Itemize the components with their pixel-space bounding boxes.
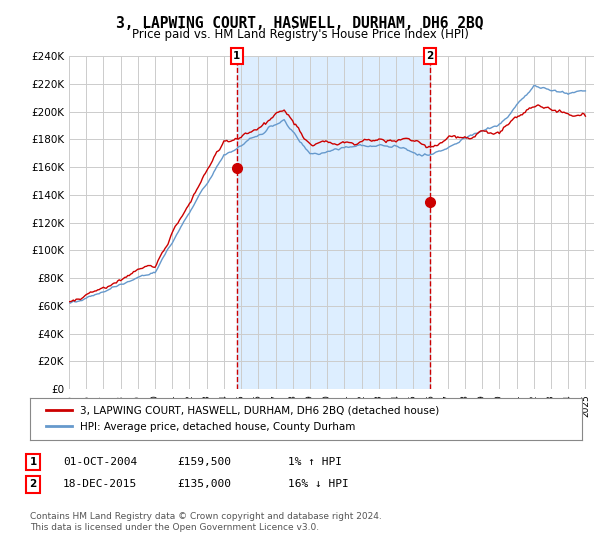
Text: Price paid vs. HM Land Registry's House Price Index (HPI): Price paid vs. HM Land Registry's House …	[131, 28, 469, 41]
Text: 1: 1	[233, 51, 241, 61]
Text: 16% ↓ HPI: 16% ↓ HPI	[288, 479, 349, 489]
Text: 1: 1	[29, 457, 37, 467]
Text: 3, LAPWING COURT, HASWELL, DURHAM, DH6 2BQ: 3, LAPWING COURT, HASWELL, DURHAM, DH6 2…	[116, 16, 484, 31]
Legend: 3, LAPWING COURT, HASWELL, DURHAM, DH6 2BQ (detached house), HPI: Average price,: 3, LAPWING COURT, HASWELL, DURHAM, DH6 2…	[41, 400, 445, 437]
Text: £135,000: £135,000	[177, 479, 231, 489]
Text: 18-DEC-2015: 18-DEC-2015	[63, 479, 137, 489]
Text: 1% ↑ HPI: 1% ↑ HPI	[288, 457, 342, 467]
Text: 2: 2	[426, 51, 433, 61]
Text: £159,500: £159,500	[177, 457, 231, 467]
Text: Contains HM Land Registry data © Crown copyright and database right 2024.
This d: Contains HM Land Registry data © Crown c…	[30, 512, 382, 532]
Bar	[237, 56, 430, 389]
Text: 01-OCT-2004: 01-OCT-2004	[63, 457, 137, 467]
Text: 2: 2	[29, 479, 37, 489]
